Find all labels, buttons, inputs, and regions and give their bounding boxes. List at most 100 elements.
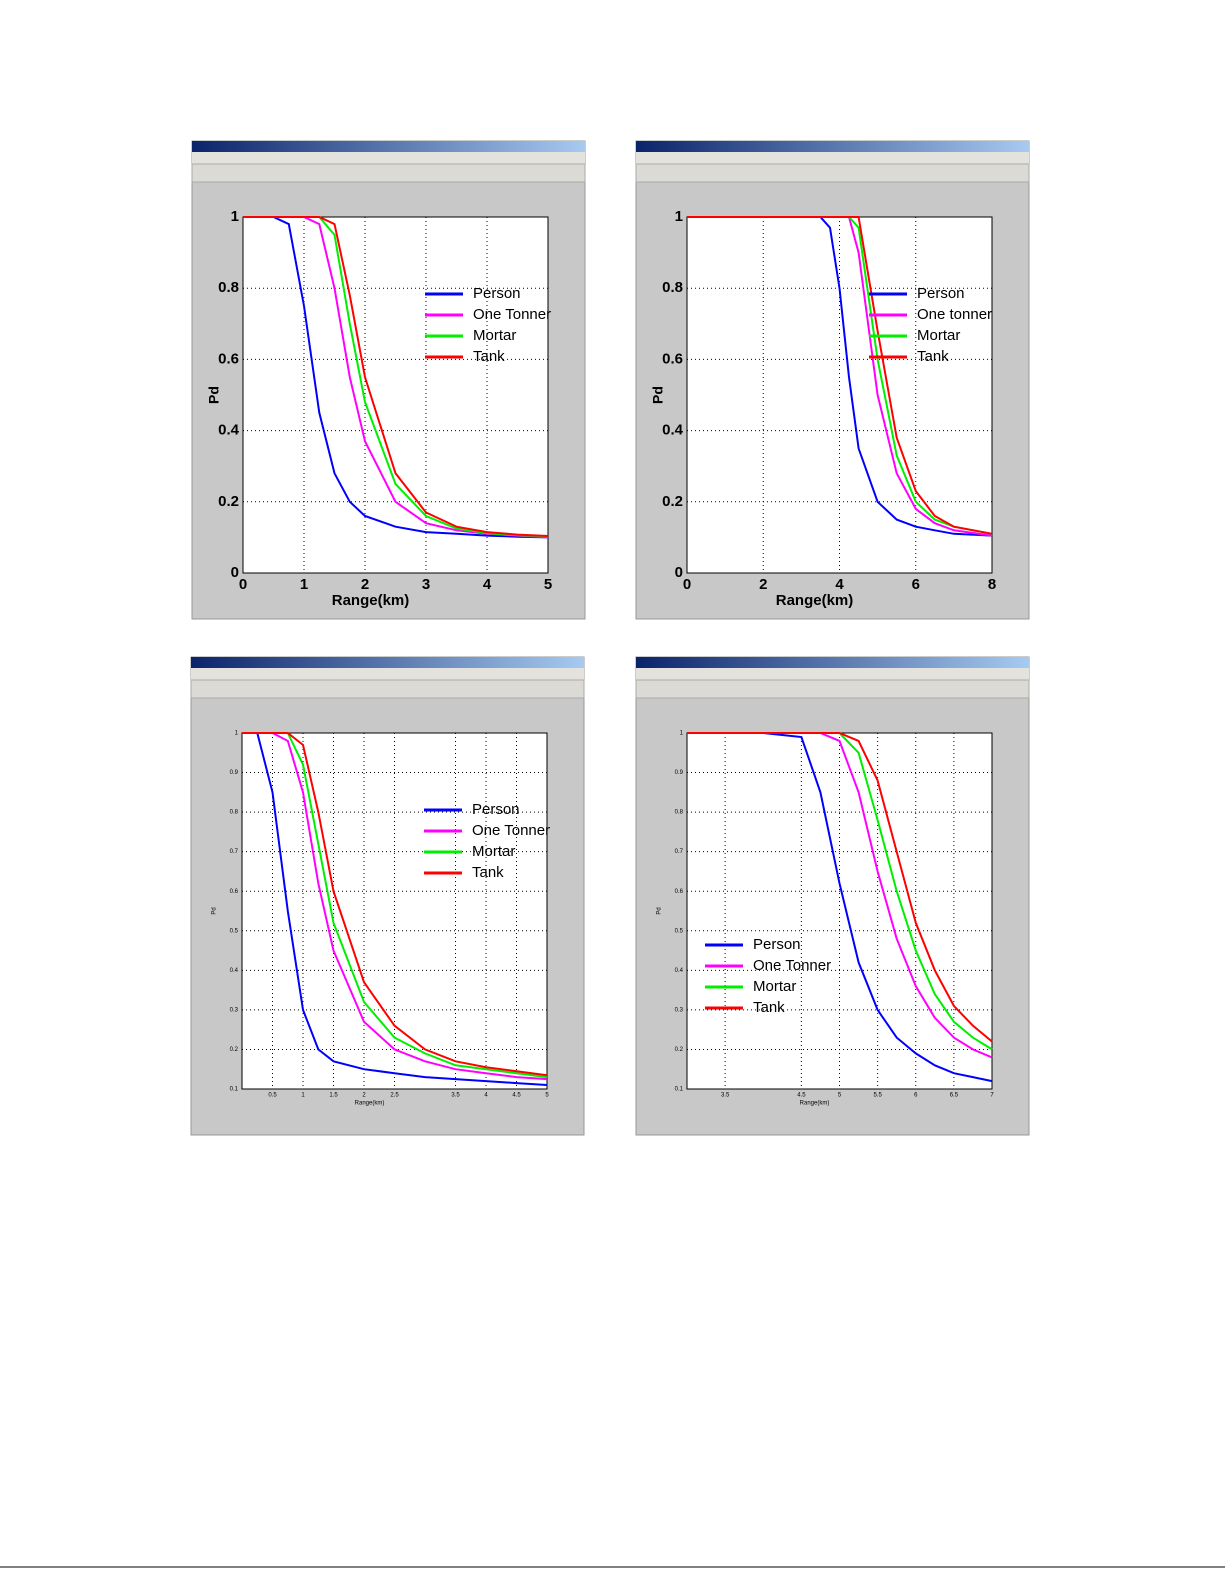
x-tick-label: 1 <box>301 1093 305 1099</box>
x-axis-label: Range(km) <box>332 592 410 609</box>
series-line <box>242 732 548 1077</box>
y-axis-label: Pd <box>650 386 666 404</box>
title-bar <box>636 141 1029 152</box>
title-bar <box>191 657 584 668</box>
y-tick-label: 1 <box>231 208 239 225</box>
y-axis-label: Pd <box>212 907 218 914</box>
x-tick-label: 4 <box>484 1093 488 1099</box>
y-tick-label: 0.6 <box>662 350 683 367</box>
y-tick-label: 0.7 <box>675 849 684 855</box>
legend-label: Mortar <box>473 327 516 344</box>
series-line <box>242 732 548 1081</box>
x-tick-label: 0 <box>239 576 247 593</box>
y-tick-label: 0.8 <box>230 810 239 816</box>
legend-label: One Tonner <box>472 822 550 839</box>
x-tick-label: 3.5 <box>451 1093 460 1099</box>
x-tick-label: 5 <box>838 1093 842 1099</box>
legend-label: Mortar <box>753 978 796 995</box>
toolbar <box>191 163 586 183</box>
legend-label: One tonner <box>917 306 992 323</box>
y-tick-label: 0.6 <box>218 350 239 367</box>
legend-label: Person <box>753 936 801 953</box>
legend-label: Person <box>472 801 520 818</box>
menu-bar <box>192 152 585 164</box>
y-tick-label: 0.8 <box>662 279 683 296</box>
x-tick-label: 5 <box>544 576 552 593</box>
y-tick-label: 0.5 <box>230 928 239 934</box>
x-tick-label: 5 <box>545 1093 549 1099</box>
x-tick-label: 6 <box>914 1093 918 1099</box>
toolbar <box>635 163 1030 183</box>
legend-label: One Tonner <box>753 957 831 974</box>
y-tick-label: 0.2 <box>218 493 239 510</box>
y-axis-label: Pd <box>206 386 222 404</box>
menu-bar <box>636 152 1029 164</box>
series-line <box>687 732 993 1083</box>
series-line <box>687 732 993 1043</box>
legend-label: One Tonner <box>473 306 551 323</box>
y-tick-label: 0.6 <box>675 889 684 895</box>
x-tick-label: 0 <box>683 576 691 593</box>
legend-label: Mortar <box>472 843 515 860</box>
y-tick-label: 0.8 <box>675 810 684 816</box>
y-tick-label: 0.4 <box>218 422 240 439</box>
y-tick-label: 0.5 <box>675 928 684 934</box>
x-axis-label: Range(km) <box>776 592 854 609</box>
y-tick-label: 0.3 <box>230 1007 239 1013</box>
title-bar <box>192 141 585 152</box>
y-tick-label: 0 <box>675 564 683 581</box>
y-tick-label: 1 <box>235 731 239 737</box>
legend-label: Tank <box>917 348 949 365</box>
x-tick-label: 6.5 <box>950 1093 959 1099</box>
y-tick-label: 0 <box>231 564 239 581</box>
legend-label: Tank <box>473 348 505 365</box>
x-tick-label: 3.5 <box>721 1093 730 1099</box>
legend-label: Tank <box>753 999 785 1016</box>
x-axis-label: Range(km) <box>355 1101 385 1107</box>
x-tick-label: 6 <box>912 576 920 593</box>
y-tick-label: 0.8 <box>218 279 239 296</box>
x-tick-label: 4.5 <box>797 1093 806 1099</box>
plot-area <box>686 216 993 574</box>
y-tick-label: 0.1 <box>230 1087 239 1093</box>
x-tick-label: 7 <box>990 1093 994 1099</box>
x-tick-label: 2 <box>361 576 369 593</box>
y-tick-label: 0.4 <box>675 968 684 974</box>
y-tick-label: 0.2 <box>662 493 683 510</box>
x-tick-label: 1.5 <box>329 1093 338 1099</box>
y-axis-label: Pd <box>657 907 663 914</box>
y-tick-label: 0.4 <box>662 422 684 439</box>
x-tick-label: 5.5 <box>873 1093 882 1099</box>
series-line <box>242 732 548 1086</box>
y-tick-label: 1 <box>680 731 684 737</box>
y-tick-label: 0.3 <box>675 1007 684 1013</box>
y-tick-label: 0.7 <box>230 849 239 855</box>
legend-label: Person <box>917 285 965 302</box>
y-tick-label: 0.9 <box>675 770 684 776</box>
x-tick-label: 4 <box>835 576 844 593</box>
menu-bar <box>636 668 1029 680</box>
series-line <box>687 216 993 535</box>
x-tick-label: 4 <box>483 576 492 593</box>
series-line <box>243 216 549 537</box>
x-tick-label: 0.5 <box>268 1093 277 1099</box>
x-tick-label: 4.5 <box>512 1093 521 1099</box>
y-tick-label: 0.9 <box>230 770 239 776</box>
y-tick-label: 0.4 <box>230 968 239 974</box>
y-tick-label: 0.6 <box>230 889 239 895</box>
toolbar <box>190 679 585 699</box>
toolbar <box>635 679 1030 699</box>
menu-bar <box>191 668 584 680</box>
x-tick-label: 2 <box>759 576 767 593</box>
y-tick-label: 0.1 <box>675 1087 684 1093</box>
x-axis-label: Range(km) <box>800 1101 830 1107</box>
plot-area <box>242 216 549 574</box>
x-tick-label: 1 <box>300 576 308 593</box>
x-tick-label: 2.5 <box>390 1093 399 1099</box>
legend-label: Tank <box>472 864 504 881</box>
x-tick-label: 2 <box>362 1093 366 1099</box>
x-tick-label: 8 <box>988 576 996 593</box>
legend-label: Person <box>473 285 521 302</box>
